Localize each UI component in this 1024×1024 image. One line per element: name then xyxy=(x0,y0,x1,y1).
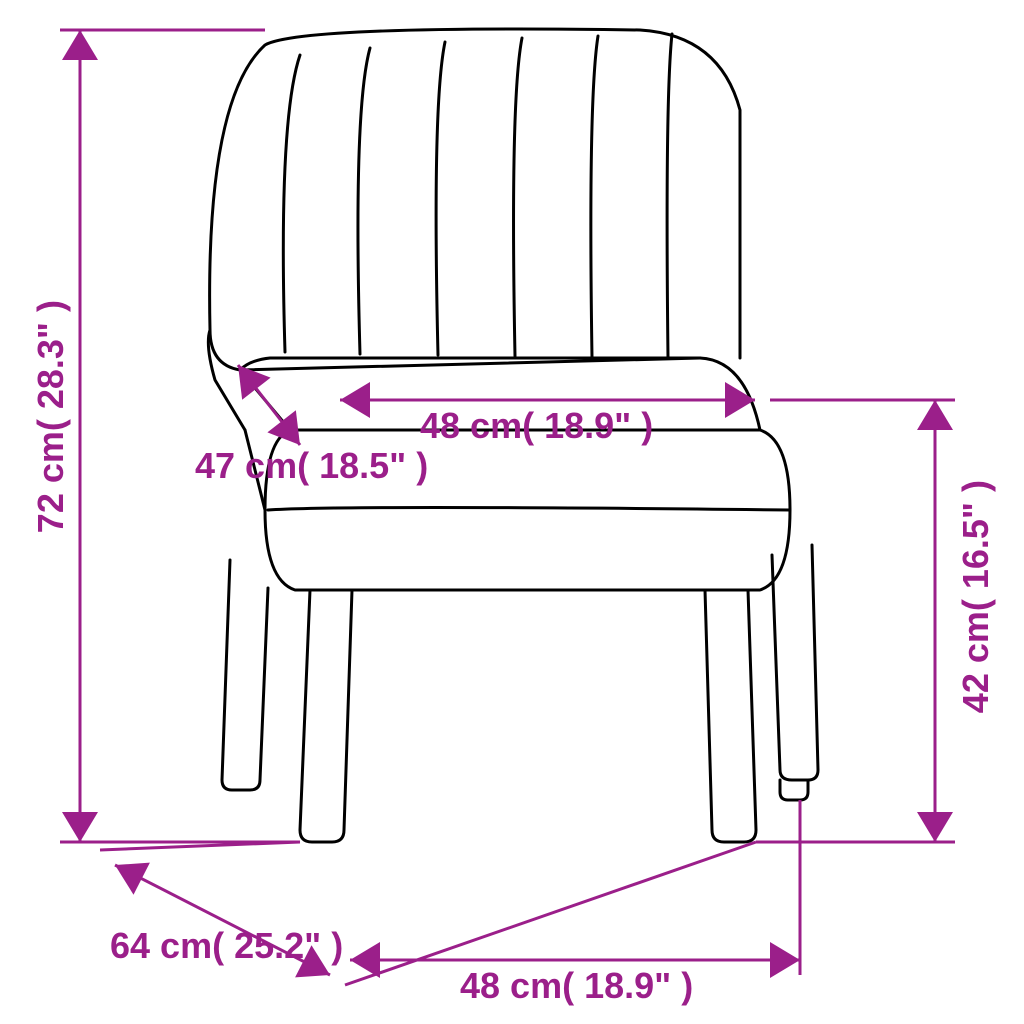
dim-seat-depth: 47 cm( 18.5" ) xyxy=(195,445,428,487)
dim-total-height: 72 cm( 28.3" ) xyxy=(30,300,72,533)
dim-seat-height: 42 cm( 16.5" ) xyxy=(955,480,997,713)
dimension-lines xyxy=(0,0,1024,1024)
dim-seat-width-top: 48 cm( 18.9" ) xyxy=(420,405,653,447)
dim-total-depth: 64 cm( 25.2" ) xyxy=(110,925,343,967)
dim-total-width: 48 cm( 18.9" ) xyxy=(460,965,693,1007)
dimension-diagram: 72 cm( 28.3" ) 42 cm( 16.5" ) 48 cm( 18.… xyxy=(0,0,1024,1024)
